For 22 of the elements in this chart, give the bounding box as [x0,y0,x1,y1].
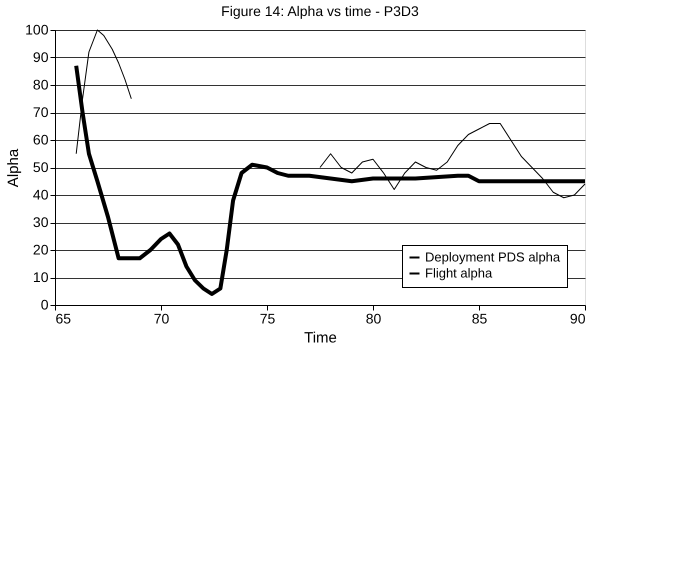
y-axis-title: Alpha [5,148,22,188]
x-tick-label: 75 [260,310,276,326]
y-tick-label: 60 [32,132,49,148]
x-tick-label: 85 [472,310,488,326]
y-tick-label: 40 [32,186,49,202]
y-tick-label: 100 [25,22,49,38]
y-tick-label: 50 [32,159,49,175]
y-tick-label: 10 [32,269,49,285]
chart-title: Figure 14: Alpha vs time - P3D3 [221,3,420,19]
y-tick-label: 90 [32,49,49,65]
y-tick-label: 80 [32,76,49,92]
y-tick-label: 20 [32,242,49,258]
x-tick-label: 70 [154,310,170,326]
y-tick-label: 0 [40,296,49,312]
x-tick-label: 80 [366,310,382,326]
x-tick-label: 90 [570,310,586,326]
legend-label: Deployment PDS alpha [425,250,561,264]
y-tick-label: 30 [32,214,49,230]
x-axis-title: Time [304,330,337,346]
x-tick-label: 65 [56,310,72,326]
legend-label: Flight alpha [425,266,493,280]
y-tick-label: 70 [32,104,49,120]
